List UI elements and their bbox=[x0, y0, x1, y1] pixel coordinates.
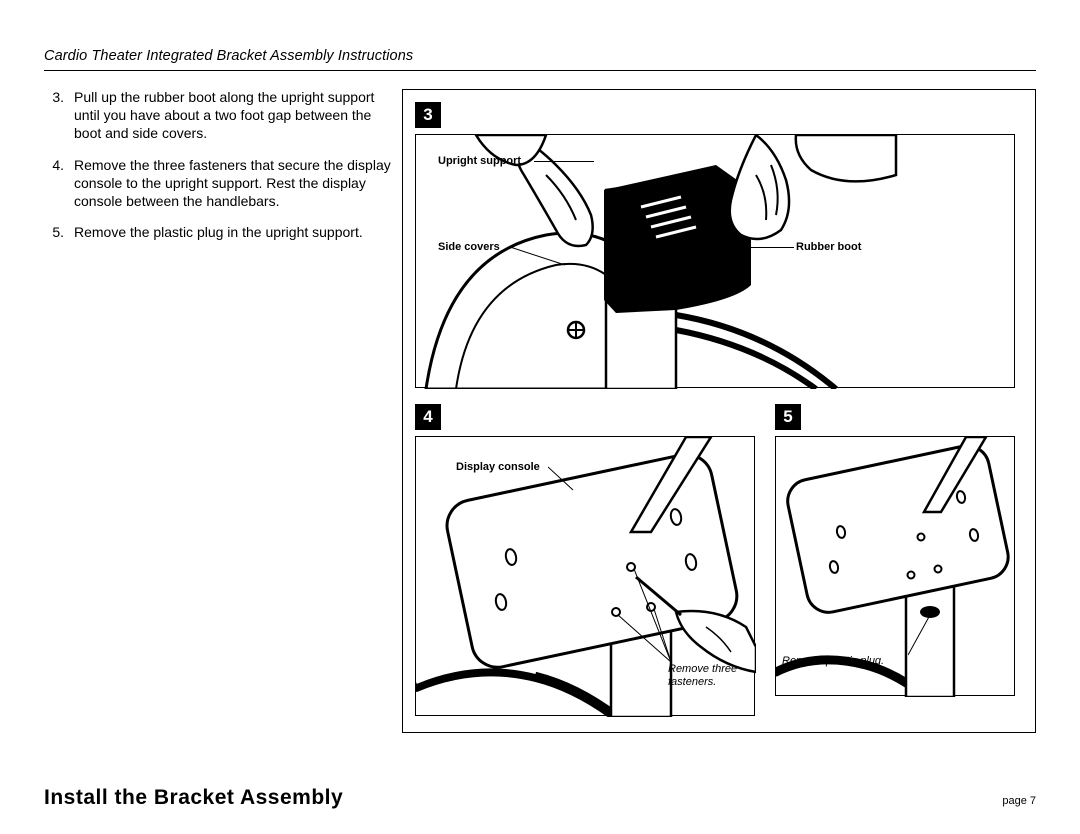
figure-3-panel: Upright support Side covers Rubber boot bbox=[415, 134, 1015, 388]
label-side-covers: Side covers bbox=[438, 241, 500, 253]
page-number: page 7 bbox=[1002, 795, 1036, 807]
step-badge-5: 5 bbox=[775, 404, 801, 430]
step-text: Pull up the rubber boot along the uprigh… bbox=[74, 89, 392, 143]
figure-3-illustration bbox=[416, 135, 1016, 389]
header-rule bbox=[44, 70, 1036, 71]
caption-line: fasteners. bbox=[668, 676, 716, 688]
caption-remove-plug: Remove plastic plug. bbox=[782, 655, 884, 668]
step-number: 5. bbox=[44, 224, 74, 242]
label-rubber-boot: Rubber boot bbox=[796, 241, 861, 253]
list-item: 4. Remove the three fasteners that secur… bbox=[44, 157, 392, 211]
step-number: 4. bbox=[44, 157, 74, 211]
step-badge-4: 4 bbox=[415, 404, 441, 430]
step-number: 3. bbox=[44, 89, 74, 143]
label-upright-support: Upright support bbox=[438, 155, 521, 167]
leader-lines-fasteners bbox=[616, 567, 696, 677]
figures-panel: 3 bbox=[402, 89, 1036, 733]
instructions-column: 3. Pull up the rubber boot along the upr… bbox=[44, 89, 402, 733]
list-item: 5. Remove the plastic plug in the uprigh… bbox=[44, 224, 392, 242]
step-badge-3: 3 bbox=[415, 102, 441, 128]
step-list: 3. Pull up the rubber boot along the upr… bbox=[44, 89, 392, 242]
caption-remove-fasteners: Remove three fasteners. bbox=[668, 663, 737, 689]
leader-line bbox=[548, 465, 578, 495]
step-text: Remove the three fasteners that secure t… bbox=[74, 157, 392, 211]
figure-4-panel: Display console Remove three fasteners. bbox=[415, 436, 755, 716]
label-display-console: Display console bbox=[456, 461, 540, 473]
step-text: Remove the plastic plug in the upright s… bbox=[74, 224, 392, 242]
figure-5-panel: Remove plastic plug. bbox=[775, 436, 1015, 696]
list-item: 3. Pull up the rubber boot along the upr… bbox=[44, 89, 392, 143]
doc-header-title: Cardio Theater Integrated Bracket Assemb… bbox=[44, 48, 1036, 64]
caption-line: Remove three bbox=[668, 663, 737, 675]
leader-line bbox=[510, 243, 570, 269]
section-title: Install the Bracket Assembly bbox=[44, 786, 343, 810]
page-footer: Install the Bracket Assembly page 7 bbox=[44, 786, 1036, 810]
content-area: 3. Pull up the rubber boot along the upr… bbox=[44, 89, 1036, 733]
leader-line bbox=[908, 615, 958, 660]
